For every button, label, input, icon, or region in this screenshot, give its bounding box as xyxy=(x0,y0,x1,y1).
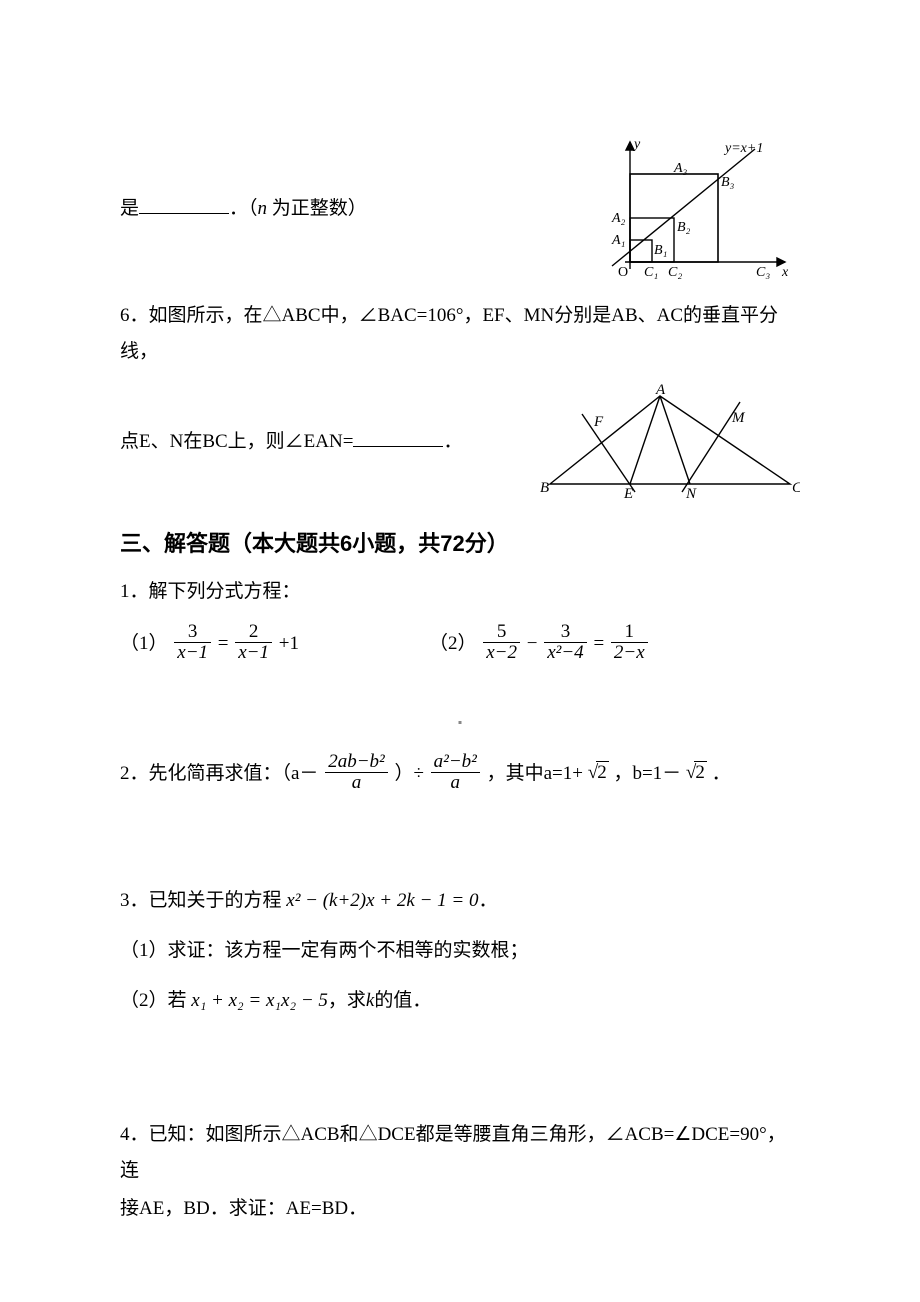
p2-lead: 2．先化简再求值：（a－ xyxy=(120,762,318,783)
p2-frac2: a²−b²a xyxy=(431,752,480,793)
p1-eq1-frac2: 2x−1 xyxy=(235,622,272,663)
p2-f1-num: 2ab−b² xyxy=(325,752,388,772)
svg-text:A: A xyxy=(655,384,666,398)
svg-text:y: y xyxy=(632,137,641,152)
q6-b-pre: 点E、N在BC上，则∠EAN= xyxy=(120,431,353,452)
svg-text:O: O xyxy=(618,265,628,280)
svg-text:C₁: C₁ xyxy=(644,265,658,280)
svg-text:A₃: A₃ xyxy=(673,161,688,176)
question-6-diagram: A B C E N F M xyxy=(540,384,800,499)
p3-l1-pre: 3．已知关于的方程 xyxy=(120,890,286,911)
blank-q5 xyxy=(139,194,229,214)
p1-eq1-eqsign: = xyxy=(218,633,233,654)
center-dot xyxy=(459,721,462,724)
p2-sqrt2-r: 2 xyxy=(694,761,707,783)
svg-text:A₂: A₂ xyxy=(611,211,626,226)
question-5-tail-text: 是 ．（n 为正整数） xyxy=(120,194,367,224)
p1-eq1-d1: x−1 xyxy=(174,642,211,663)
p2-frac1: 2ab−b²a xyxy=(325,752,388,793)
problem-4-l1: 4．已知：如图所示△ACB和△DCE都是等腰直角三角形，∠ACB=∠DCE=90… xyxy=(120,1117,800,1189)
p2-tail: ． xyxy=(712,762,731,783)
question-6-text-b: 点E、N在BC上，则∠EAN= ． xyxy=(120,427,462,457)
p2-sqrt2: √2 xyxy=(686,755,707,791)
spacer-1 xyxy=(120,665,800,705)
problem-4-l2: 接AE，BD．求证：AE=BD． xyxy=(120,1191,800,1227)
svg-text:x: x xyxy=(781,265,789,280)
p1-eq2-n2: 3 xyxy=(544,622,586,642)
p2-mid1: ）÷ xyxy=(394,762,423,783)
svg-text:A₁: A₁ xyxy=(611,233,625,248)
problem-3-l3: （2）若 x₁ + x₂ = x₁x₂ − 5，求k的值． xyxy=(120,983,800,1019)
question-6-line1: 6．如图所示，在△ABC中，∠BAC=106°，EF、MN分别是AB、AC的垂直… xyxy=(120,298,800,370)
p1-eq1-frac1: 3x−1 xyxy=(174,622,211,663)
svg-text:C₃: C₃ xyxy=(756,265,770,280)
p3-l3-post: 的值． xyxy=(374,990,431,1011)
q6-b-post: ． xyxy=(443,431,462,452)
svg-text:B₂: B₂ xyxy=(677,220,691,235)
svg-text:C₂: C₂ xyxy=(668,265,682,280)
p3-l3-eq: x₁ + x₂ = x₁x₂ − 5 xyxy=(191,990,328,1011)
problem-1-equations: （1） 3x−1 = 2x−1 +1 （2） 5x−2 − 3x²−4 = 12… xyxy=(120,624,800,665)
p1-eq2-n3: 1 xyxy=(611,622,648,642)
question-6-row2: 点E、N在BC上，则∠EAN= ． A B C E N F M xyxy=(120,384,800,499)
p1-eq2-frac1: 5x−2 xyxy=(483,622,520,663)
svg-text:F: F xyxy=(593,414,604,430)
q5-note-a: ．（ xyxy=(229,198,258,219)
svg-text:N: N xyxy=(685,486,697,499)
p1-eq2-d1: x−2 xyxy=(483,642,520,663)
q5-note-end: 为正整数） xyxy=(267,198,367,219)
svg-text:y=x+1: y=x+1 xyxy=(723,141,763,156)
problem-2: 2．先化简再求值：（a－ 2ab−b²a ）÷ a²−b²a ，其中a=1+ √… xyxy=(120,754,800,795)
p2-f2-den: a xyxy=(431,772,480,793)
p1-eq1-n2: 2 xyxy=(235,622,272,642)
p1-eq1-n1: 3 xyxy=(174,622,211,642)
svg-text:C: C xyxy=(792,480,800,496)
p1-eq2-frac3: 12−x xyxy=(611,622,648,663)
p1-eq2-n1: 5 xyxy=(483,622,520,642)
svg-text:B₁: B₁ xyxy=(654,243,667,258)
p3-l3-pre: （2）若 xyxy=(120,990,191,1011)
p1-eq2-label: （2） xyxy=(429,633,477,654)
p2-f2-num: a²−b² xyxy=(431,752,480,772)
p1-eq2-minus1: − xyxy=(527,633,542,654)
p1-eq1-label: （1） xyxy=(120,633,168,654)
problem-1-eq2: （2） 5x−2 − 3x²−4 = 12−x xyxy=(429,624,650,665)
p3-eq: x² − (k+2)x + 2k − 1 = 0 xyxy=(286,890,478,911)
p2-sqrt1-r: 2 xyxy=(596,761,609,783)
spacer-3 xyxy=(120,1033,800,1103)
p2-mid2: ，其中a=1+ xyxy=(487,762,583,783)
problem-1-lead: 1．解下列分式方程： xyxy=(120,574,800,610)
svg-text:B₃: B₃ xyxy=(721,175,735,190)
q5-svg: y y=x+1 x O A₁ A₂ A₃ B₁ B₂ B₃ C₁ C₂ C₃ xyxy=(600,134,800,284)
spacer-1b xyxy=(120,734,800,740)
p2-sqrt1: √2 xyxy=(588,755,609,791)
svg-text:B: B xyxy=(540,480,549,496)
svg-text:M: M xyxy=(731,410,746,426)
p3-l3-mid: ，求 xyxy=(328,990,366,1011)
q5-text-prefix: 是 xyxy=(120,198,139,219)
spacer-2 xyxy=(120,809,800,869)
p2-mid3: ，b=1－ xyxy=(613,762,681,783)
p2-f1-den: a xyxy=(325,772,388,793)
q5-note-var: n xyxy=(258,198,268,219)
problem-1-eq1: （1） 3x−1 = 2x−1 +1 xyxy=(120,624,299,665)
p1-eq1-tail: +1 xyxy=(279,633,299,654)
problem-3-l2: （1）求证：该方程一定有两个不相等的实数根； xyxy=(120,933,800,969)
p1-eq2-frac2: 3x²−4 xyxy=(544,622,586,663)
p1-eq2-d2: x²−4 xyxy=(544,642,586,663)
p1-eq2-eqsign: = xyxy=(593,633,608,654)
p3-l1-post: ． xyxy=(478,890,497,911)
svg-text:E: E xyxy=(623,486,633,499)
q6-svg: A B C E N F M xyxy=(540,384,800,499)
question-5-tail-row: 是 ．（n 为正整数） y y=x+1 x O A₁ A₂ A₃ xyxy=(120,134,800,284)
blank-q6 xyxy=(353,427,443,447)
problem-3-l1: 3．已知关于的方程 x² − (k+2)x + 2k − 1 = 0． xyxy=(120,883,800,919)
section-3-heading: 三、解答题（本大题共6小题，共72分） xyxy=(120,527,800,560)
p1-eq2-d3: 2−x xyxy=(611,642,648,663)
p1-eq1-d2: x−1 xyxy=(235,642,272,663)
question-5-diagram: y y=x+1 x O A₁ A₂ A₃ B₁ B₂ B₃ C₁ C₂ C₃ xyxy=(600,134,800,284)
